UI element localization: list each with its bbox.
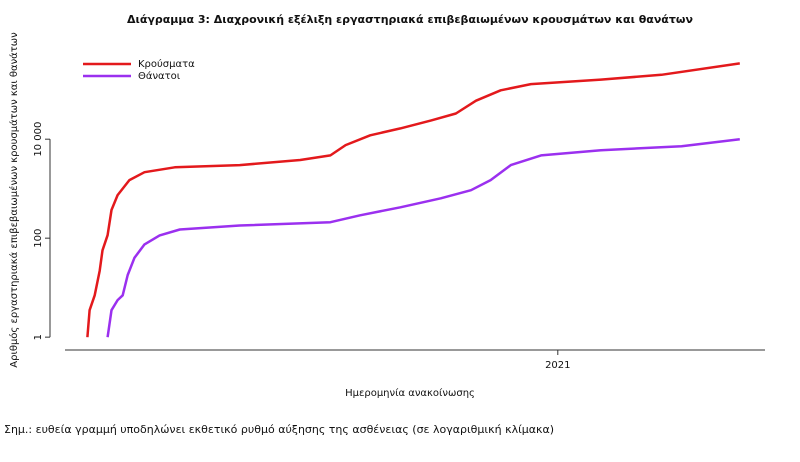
legend-label: Κρούσματα <box>138 58 195 70</box>
y-tick-label: 100 <box>33 229 44 248</box>
series-line <box>86 62 740 338</box>
y-axis-label: Αριθμός εργαστηριακά επιβεβαιωμένων κρου… <box>8 32 20 368</box>
y-tick-label: 10 000 <box>33 122 44 157</box>
note: Σημ.: ευθεία γραμμή υποδηλώνει εκθετικό … <box>4 423 554 436</box>
chart-title: Διάγραμμα 3: Διαχρονική εξέλιξη εργαστηρ… <box>127 13 693 26</box>
y-tick-label: 1 <box>33 334 44 340</box>
series-line <box>106 137 740 338</box>
x-tick-label: 2021 <box>545 360 570 371</box>
legend-label: Θάνατοι <box>138 70 181 82</box>
x-axis-label: Ημερομηνία ανακοίνωσης <box>345 387 475 399</box>
